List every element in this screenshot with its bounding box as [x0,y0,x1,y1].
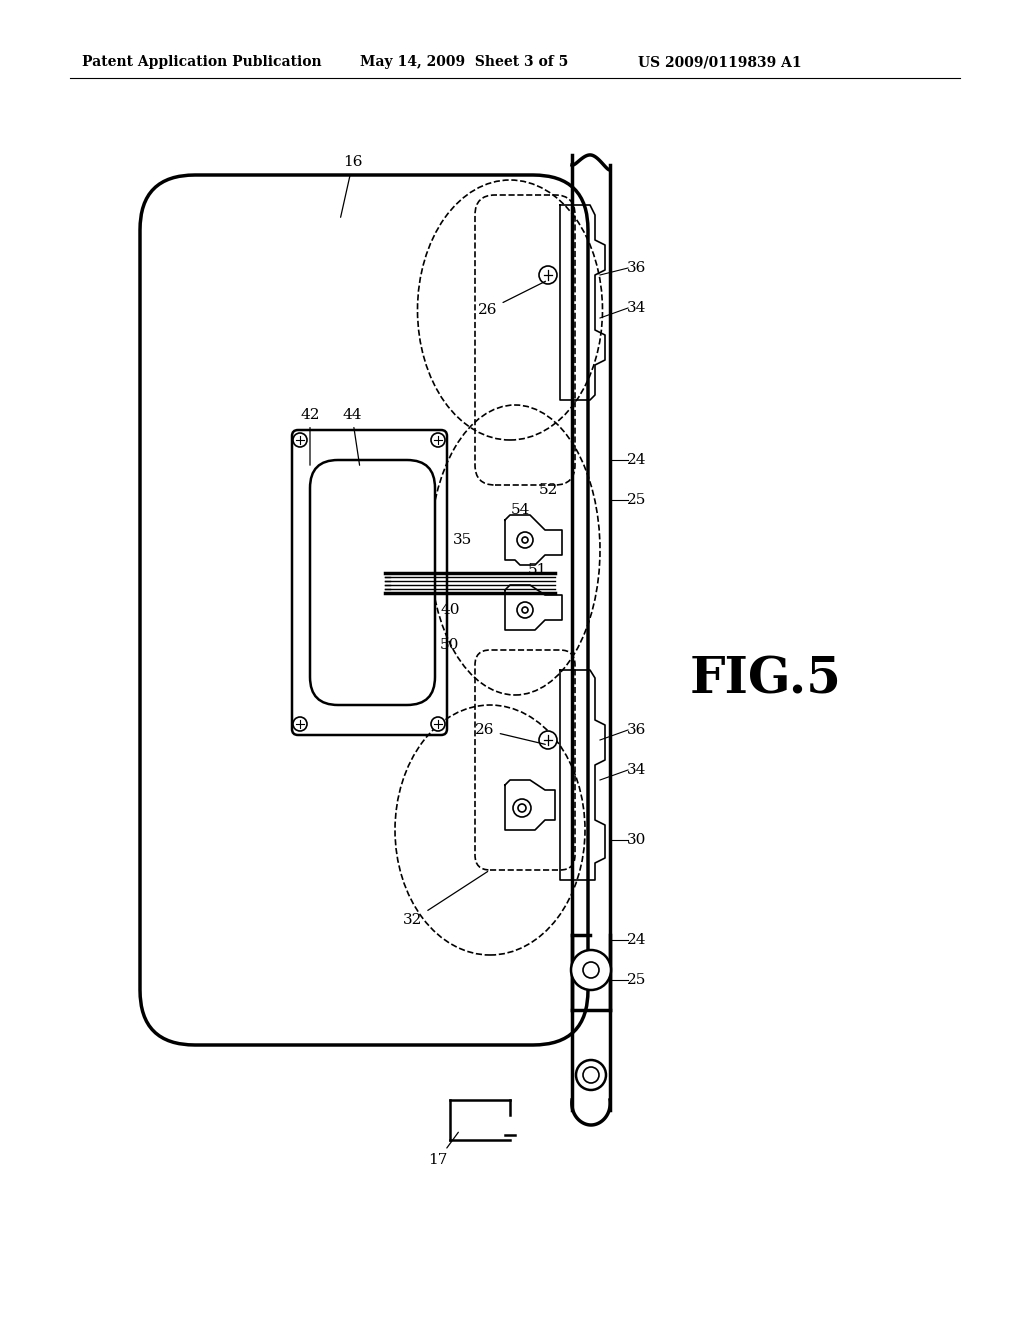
Circle shape [575,1060,606,1090]
Text: 51: 51 [527,564,547,577]
Text: 17: 17 [428,1133,459,1167]
Text: 52: 52 [539,483,558,498]
Text: 54: 54 [510,503,529,517]
Circle shape [522,607,528,612]
Circle shape [518,804,526,812]
Text: FIG.5: FIG.5 [690,656,842,705]
Circle shape [517,602,534,618]
Text: 40: 40 [440,603,460,616]
Circle shape [583,1067,599,1082]
FancyBboxPatch shape [310,459,435,705]
Circle shape [293,433,307,447]
Text: 42: 42 [300,408,319,465]
Circle shape [513,799,531,817]
Circle shape [431,717,445,731]
Text: 30: 30 [628,833,647,847]
Text: 25: 25 [628,973,647,987]
Text: 24: 24 [628,933,647,946]
Text: 34: 34 [628,763,647,777]
Text: 44: 44 [342,408,361,465]
Text: US 2009/0119839 A1: US 2009/0119839 A1 [638,55,802,69]
FancyBboxPatch shape [292,430,447,735]
Circle shape [293,717,307,731]
Text: 16: 16 [341,154,362,218]
Circle shape [431,433,445,447]
Text: 50: 50 [439,638,459,652]
Text: 35: 35 [453,533,472,546]
Text: 36: 36 [628,723,647,737]
Text: May 14, 2009  Sheet 3 of 5: May 14, 2009 Sheet 3 of 5 [360,55,568,69]
Circle shape [583,962,599,978]
Text: 36: 36 [628,261,647,275]
Circle shape [517,532,534,548]
Text: 32: 32 [403,871,487,927]
Text: 25: 25 [628,492,647,507]
Text: 24: 24 [628,453,647,467]
Circle shape [571,950,611,990]
Circle shape [539,731,557,748]
Text: 26: 26 [475,723,546,744]
FancyBboxPatch shape [140,176,588,1045]
Circle shape [539,267,557,284]
Text: Patent Application Publication: Patent Application Publication [82,55,322,69]
Circle shape [522,537,528,543]
Text: 34: 34 [628,301,647,315]
Text: 26: 26 [478,281,546,317]
